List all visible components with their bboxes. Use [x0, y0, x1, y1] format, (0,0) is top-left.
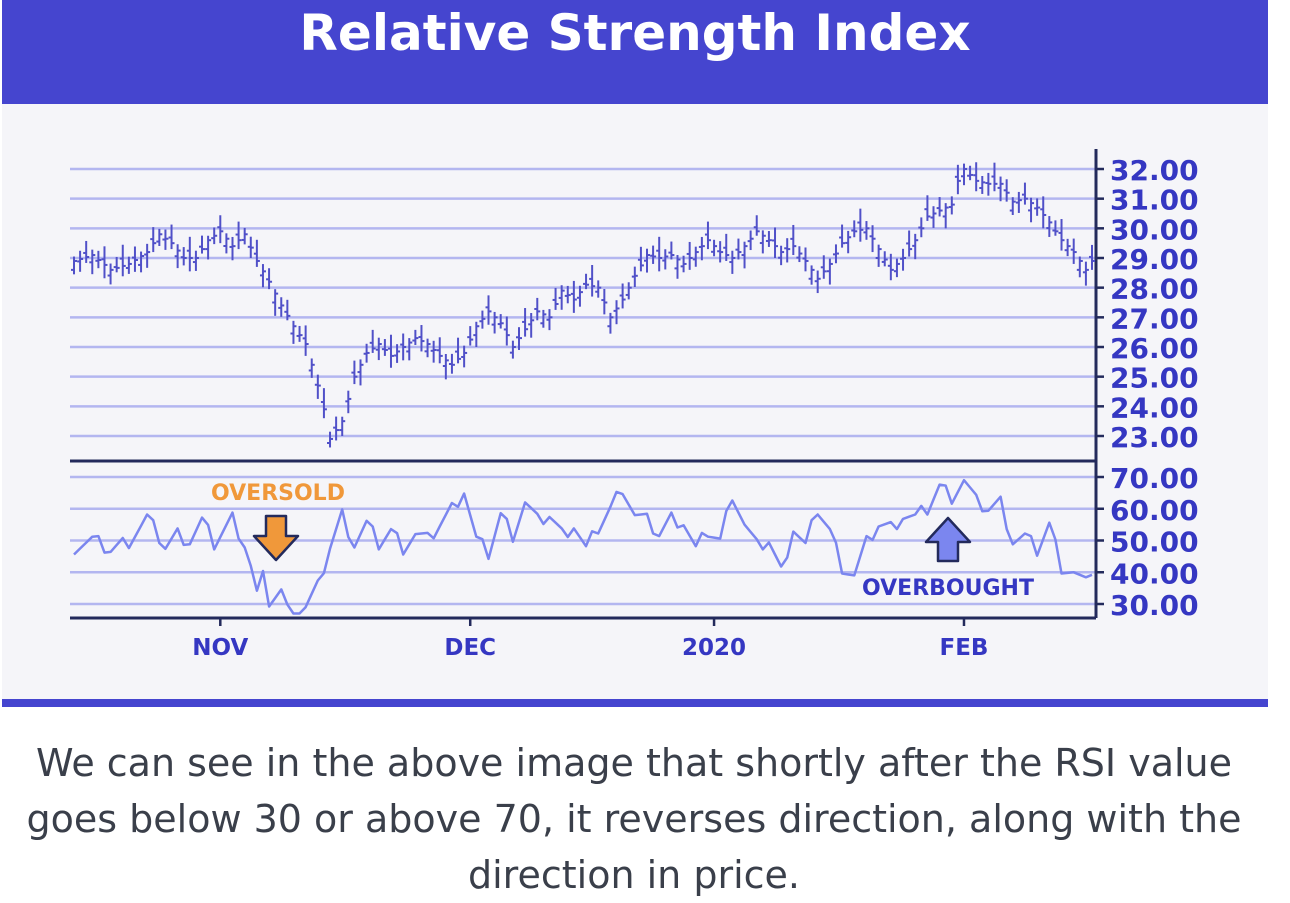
- rsi-tick-label: 40.00: [1110, 557, 1199, 590]
- rsi-tick-label: 50.00: [1110, 526, 1199, 559]
- x-tick-label: FEB: [940, 635, 989, 661]
- x-tick-label: 2020: [682, 635, 746, 661]
- price-tick-label: 25.00: [1110, 362, 1199, 395]
- caption: We can see in the above image that short…: [0, 735, 1268, 903]
- rsi-tick-label: 60.00: [1110, 494, 1199, 527]
- bottom-rule: [2, 699, 1268, 707]
- price-tick-label: 27.00: [1110, 302, 1199, 335]
- rsi-tick-label: 30.00: [1110, 589, 1199, 622]
- price-tick-label: 29.00: [1110, 243, 1199, 276]
- rsi-line: [73, 478, 1093, 615]
- title-bar: Relative Strength Index: [2, 0, 1268, 104]
- oversold-label: OVERSOLD: [211, 481, 345, 506]
- price-tick-label: 32.00: [1110, 154, 1199, 187]
- rsi-tick-label: 70.00: [1110, 462, 1199, 495]
- page-title: Relative Strength Index: [299, 4, 971, 62]
- price-tick-label: 31.00: [1110, 184, 1199, 217]
- caption-line-1: We can see in the above image that short…: [35, 741, 1233, 785]
- oversold-arrow-icon: [252, 514, 300, 562]
- x-tick-label: NOV: [192, 635, 248, 661]
- price-tick-label: 24.00: [1110, 391, 1199, 424]
- rsi-chart: 32.0031.0030.0029.0028.0027.0026.0025.00…: [70, 149, 1199, 661]
- x-tick-label: DEC: [444, 635, 496, 661]
- price-tick-label: 23.00: [1110, 421, 1199, 454]
- overbought-arrow-icon: [924, 516, 972, 563]
- price-tick-label: 28.00: [1110, 273, 1199, 306]
- overbought-label: OVERBOUGHT: [862, 576, 1034, 601]
- caption-line-3: direction in price.: [468, 853, 800, 897]
- chart-panel: 32.00 31.00 30.00 29.00 28.00 27.00 26.00 25.00…: [2, 104, 1268, 700]
- price-tick-label: 26.00: [1110, 332, 1199, 365]
- price-tick-label: 30.00: [1110, 213, 1199, 246]
- caption-line-2: goes below 30 or above 70, it reverses d…: [26, 797, 1242, 841]
